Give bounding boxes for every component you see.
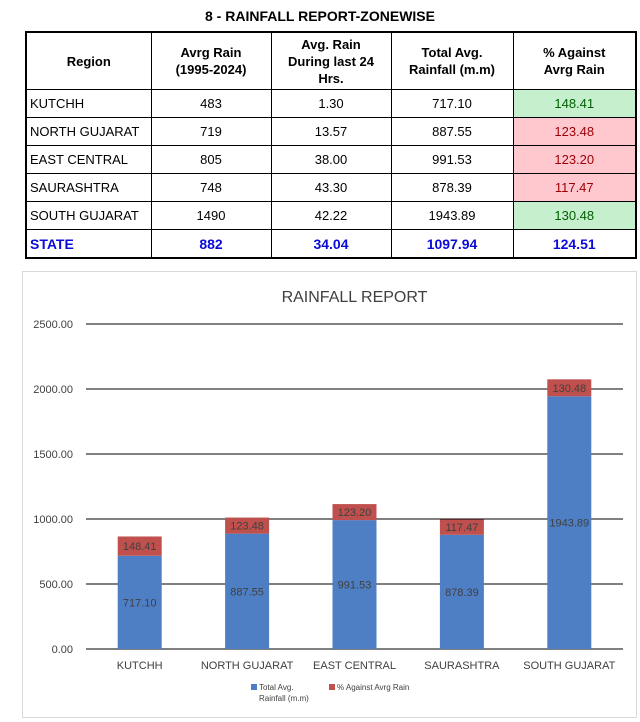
cell-last24: 34.04 (270, 229, 392, 259)
cell-region: NORTH GUJARAT (25, 117, 152, 146)
x-tick-label: NORTH GUJARAT (201, 660, 294, 672)
bar-total-avg (547, 396, 592, 649)
cell-total: 887.55 (390, 117, 514, 146)
rainfall-table: Region Avrg Rain (1995-2024) Avg. Rain D… (25, 31, 637, 259)
data-label-pct: 123.48 (230, 521, 264, 533)
x-tick-label: KUTCHH (117, 660, 163, 672)
cell-total: 878.39 (390, 173, 514, 202)
cell-avg: 1490 (150, 201, 272, 230)
data-label-total: 717.10 (123, 597, 157, 609)
bar-pct-against (117, 536, 162, 556)
y-tick-label: 2500.00 (33, 319, 73, 331)
state-total-row: STATE 882 34.04 1097.94 124.51 (25, 229, 637, 259)
cell-avg: 748 (150, 173, 272, 202)
legend-label-total: Total Avg. Rainfall (m.m) (259, 683, 309, 703)
table-row: NORTH GUJARAT 719 13.57 887.55 123.48 (25, 117, 637, 146)
cell-region: STATE (25, 229, 152, 259)
cell-last24: 1.30 (270, 89, 392, 118)
table-header-row: Region Avrg Rain (1995-2024) Avg. Rain D… (25, 31, 637, 90)
legend-label-pct: % Against Avrg Rain (337, 683, 409, 692)
data-label-pct: 148.41 (123, 541, 157, 553)
cell-avg: 805 (150, 145, 272, 174)
y-tick-label: 1000.00 (33, 514, 73, 526)
cell-avg: 882 (150, 229, 272, 259)
report-title: 8 - RAINFALL REPORT-ZONEWISE (205, 8, 435, 24)
y-tick-label: 2000.00 (33, 384, 73, 396)
data-label-total: 991.53 (338, 580, 372, 592)
x-tick-label: EAST CENTRAL (313, 660, 396, 672)
cell-pct: 123.48 (512, 117, 637, 146)
data-label-pct: 117.47 (445, 522, 478, 534)
cell-total: 1943.89 (390, 201, 514, 230)
cell-pct: 130.48 (512, 201, 637, 230)
x-tick-label: SOUTH GUJARAT (523, 660, 615, 672)
cell-region: SOUTH GUJARAT (25, 201, 152, 230)
cell-avg: 483 (150, 89, 272, 118)
table-row: EAST CENTRAL 805 38.00 991.53 123.20 (25, 145, 637, 174)
cell-last24: 43.30 (270, 173, 392, 202)
cell-region: KUTCHH (25, 89, 152, 118)
legend-swatch-pct (329, 684, 335, 690)
table-row: SAURASHTRA 748 43.30 878.39 117.47 (25, 173, 637, 202)
x-tick-label: SAURASHTRA (424, 660, 500, 672)
table-row: SOUTH GUJARAT 1490 42.22 1943.89 130.48 (25, 201, 637, 230)
bar-total-avg (332, 520, 377, 649)
y-tick-label: 500.00 (39, 579, 73, 591)
chart-frame: RAINFALL REPORT 0.00 500.00 1000.00 1500.00 2… (22, 271, 637, 718)
header-last-24hrs: Avg. Rain During last 24 Hrs. (270, 31, 392, 90)
header-total-avg: Total Avg. Rainfall (m.m) (390, 31, 514, 90)
bar-total-avg (117, 555, 162, 649)
y-tick-label: 0.00 (52, 644, 73, 656)
data-label-total: 1943.89 (549, 518, 589, 530)
header-pct-against: % Against Avrg Rain (512, 31, 637, 90)
bar-pct-against (439, 519, 484, 535)
header-region: Region (25, 31, 152, 90)
bar-pct-against (225, 517, 270, 534)
cell-avg: 719 (150, 117, 272, 146)
cell-total: 1097.94 (390, 229, 514, 259)
chart-title: RAINFALL REPORT (282, 289, 428, 306)
cell-total: 717.10 (390, 89, 514, 118)
cell-pct: 123.20 (512, 145, 637, 174)
bar-pct-against (547, 379, 592, 397)
cell-region: EAST CENTRAL (25, 145, 152, 174)
header-avg-rain: Avrg Rain (1995-2024) (150, 31, 272, 90)
data-label-total: 887.55 (230, 586, 264, 598)
y-tick-label: 1500.00 (33, 449, 73, 461)
cell-total: 991.53 (390, 145, 514, 174)
bar-pct-against (332, 504, 377, 521)
data-label-pct: 130.48 (552, 383, 586, 395)
cell-region: SAURASHTRA (25, 173, 152, 202)
data-label-total: 878.39 (445, 587, 479, 599)
cell-pct: 148.41 (512, 89, 637, 118)
cell-last24: 38.00 (270, 145, 392, 174)
bar-total-avg (225, 533, 270, 649)
rainfall-chart: RAINFALL REPORT 0.00 500.00 1000.00 1500.00 2… (33, 289, 623, 703)
cell-last24: 13.57 (270, 117, 392, 146)
data-label-pct: 123.20 (338, 507, 372, 519)
cell-pct: 124.51 (512, 229, 637, 259)
cell-pct: 117.47 (512, 173, 637, 202)
cell-last24: 42.22 (270, 201, 392, 230)
bar-total-avg (439, 534, 484, 649)
table-row: KUTCHH 483 1.30 717.10 148.41 (25, 89, 637, 118)
legend-swatch-total (251, 684, 257, 690)
